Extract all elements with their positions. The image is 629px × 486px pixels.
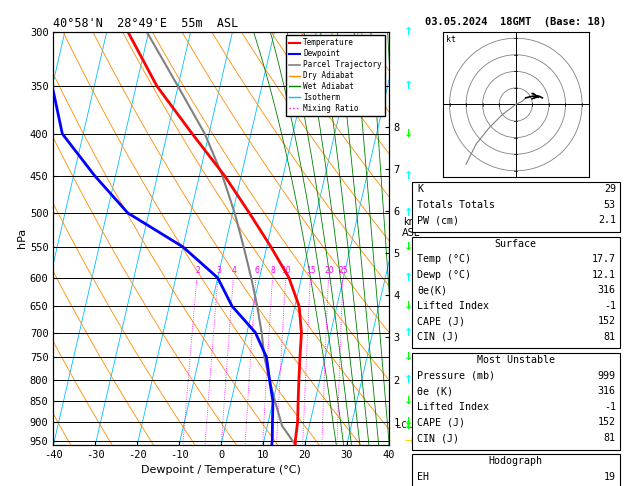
Text: ↑: ↑ [404,273,413,283]
Text: 03.05.2024  18GMT  (Base: 18): 03.05.2024 18GMT (Base: 18) [425,17,606,27]
Text: Most Unstable: Most Unstable [477,355,555,365]
Text: ↑: ↑ [404,27,413,36]
Text: 2.1: 2.1 [598,215,616,226]
Text: 8: 8 [271,266,276,275]
Text: ↑: ↑ [404,375,413,385]
Text: ↓: ↓ [404,417,413,427]
Text: -1: -1 [604,402,616,412]
Text: 10: 10 [282,266,291,275]
Text: ↓: ↓ [404,397,413,406]
Text: © weatheronline.co.uk: © weatheronline.co.uk [459,469,572,479]
Text: EH: EH [417,472,429,482]
Text: Temp (°C): Temp (°C) [417,254,471,264]
Text: 152: 152 [598,417,616,428]
Text: K: K [417,184,423,194]
Text: 316: 316 [598,285,616,295]
Text: LCL: LCL [396,421,412,430]
Text: 20: 20 [324,266,334,275]
Text: ↓: ↓ [404,129,413,139]
Text: 81: 81 [604,332,616,342]
Text: -1: -1 [604,301,616,311]
Text: CIN (J): CIN (J) [417,433,459,443]
Text: CIN (J): CIN (J) [417,332,459,342]
Text: Totals Totals: Totals Totals [417,200,495,210]
Text: →: → [404,436,413,446]
Text: 19: 19 [604,472,616,482]
Text: 29: 29 [604,184,616,194]
Text: CAPE (J): CAPE (J) [417,417,465,428]
Text: θe(K): θe(K) [417,285,447,295]
Text: 3: 3 [216,266,221,275]
Text: ↓: ↓ [404,352,413,362]
Text: Lifted Index: Lifted Index [417,301,489,311]
Text: kt: kt [446,35,456,44]
Text: Dewp (°C): Dewp (°C) [417,270,471,280]
Text: 81: 81 [604,433,616,443]
Text: 15: 15 [306,266,316,275]
Text: 40°58'N  28°49'E  55m  ASL: 40°58'N 28°49'E 55m ASL [53,17,239,31]
Text: 316: 316 [598,386,616,397]
Text: Pressure (mb): Pressure (mb) [417,371,495,381]
Text: ↓: ↓ [404,242,413,252]
Text: 25: 25 [338,266,348,275]
Text: Lifted Index: Lifted Index [417,402,489,412]
Text: PW (cm): PW (cm) [417,215,459,226]
Text: 999: 999 [598,371,616,381]
Text: CAPE (J): CAPE (J) [417,316,465,327]
Y-axis label: km
ASL: km ASL [402,217,420,238]
Text: 12.1: 12.1 [592,270,616,280]
Text: 4: 4 [232,266,237,275]
Text: ↓: ↓ [404,421,413,431]
X-axis label: Dewpoint / Temperature (°C): Dewpoint / Temperature (°C) [141,465,301,475]
Text: 6: 6 [254,266,259,275]
Legend: Temperature, Dewpoint, Parcel Trajectory, Dry Adiabat, Wet Adiabat, Isotherm, Mi: Temperature, Dewpoint, Parcel Trajectory… [286,35,385,116]
Text: ↑: ↑ [404,328,413,337]
Text: ↑: ↑ [404,81,413,91]
Text: ↑: ↑ [404,208,413,218]
Y-axis label: hPa: hPa [17,228,27,248]
Text: 53: 53 [604,200,616,210]
Text: ↑: ↑ [404,171,413,181]
Text: 17.7: 17.7 [592,254,616,264]
Text: ↓: ↓ [404,301,413,311]
Text: Surface: Surface [495,239,537,249]
Text: 2: 2 [196,266,201,275]
Text: Hodograph: Hodograph [489,456,543,467]
Text: 152: 152 [598,316,616,327]
Text: θe (K): θe (K) [417,386,453,397]
